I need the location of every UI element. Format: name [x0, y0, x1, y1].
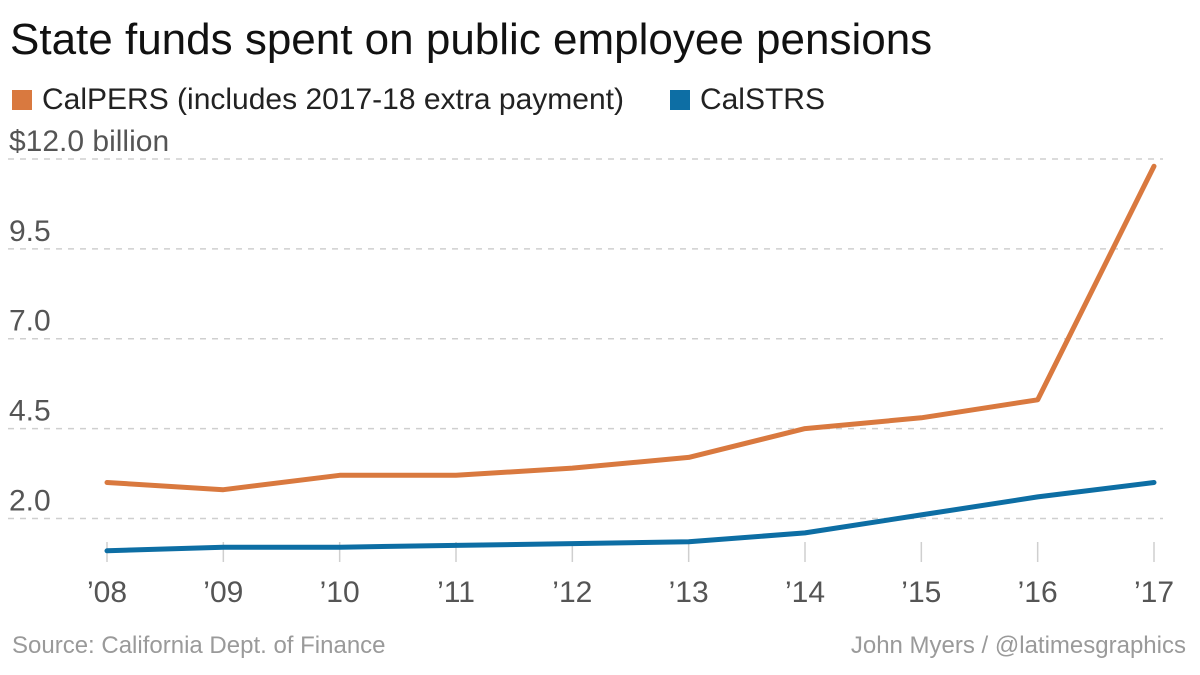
y-tick-label: 9.5 — [9, 215, 51, 248]
x-tick-label: ’12 — [552, 576, 592, 609]
legend-label-calstrs: CalSTRS — [699, 83, 825, 116]
series-line-calpers — [104, 163, 1157, 493]
x-tick-label: ’15 — [901, 576, 941, 609]
y-tick-label: 4.5 — [9, 395, 51, 428]
x-tick-label: ’14 — [785, 576, 825, 609]
x-tick-label: ’17 — [1134, 576, 1174, 609]
x-tick-label: ’13 — [669, 576, 709, 609]
y-tick-label: 7.0 — [9, 305, 51, 338]
y-tick-label: 2.0 — [9, 484, 51, 517]
legend-swatch-calstrs — [669, 90, 690, 110]
chart-title: State funds spent on public employee pen… — [10, 15, 933, 64]
legend: CalPERS (includes 2017-18 extra payment)… — [12, 80, 871, 120]
series-line-calstrs — [104, 480, 1157, 554]
legend-item-calstrs: CalSTRS — [669, 83, 825, 117]
legend-label-calpers: CalPERS (includes 2017-18 extra payment) — [42, 83, 624, 116]
x-tick-label: ’16 — [1018, 576, 1058, 609]
x-tick-label: ’11 — [437, 576, 475, 609]
legend-swatch-calpers — [12, 90, 32, 110]
legend-item-calpers: CalPERS (includes 2017-18 extra payment) — [12, 83, 624, 117]
credit-note: John Myers / @latimesgraphics — [850, 632, 1186, 659]
source-note: Source: California Dept. of Finance — [12, 632, 386, 659]
y-tick-label: $12.0 billion — [9, 125, 169, 158]
x-tick-label: ’10 — [320, 576, 360, 609]
x-tick-label: ’08 — [87, 576, 127, 609]
x-tick-label: ’09 — [203, 576, 243, 609]
